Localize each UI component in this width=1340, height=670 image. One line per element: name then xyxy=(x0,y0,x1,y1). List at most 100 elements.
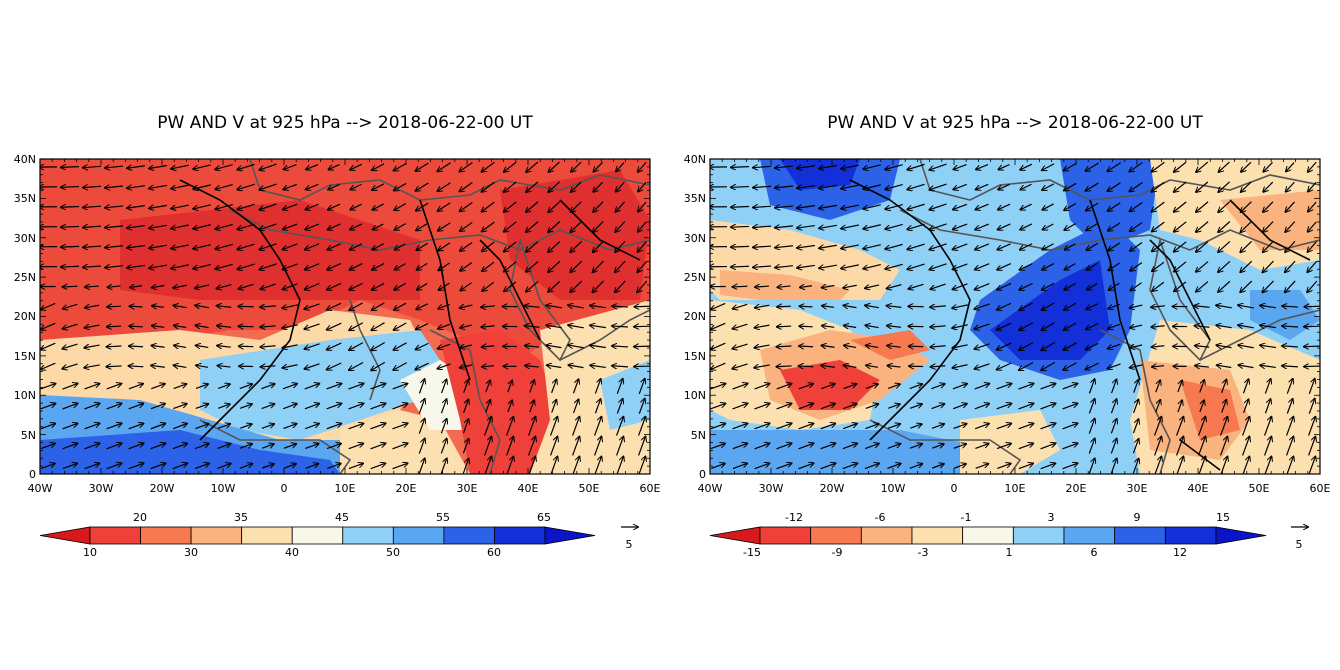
left-wind-arrow xyxy=(459,161,473,171)
left-wind-arrow xyxy=(174,305,187,307)
left-cb-top-label: 45 xyxy=(335,511,349,524)
right-wind-arrow xyxy=(997,342,1012,350)
left-wind-arrow xyxy=(418,458,424,474)
right-wind-arrow xyxy=(710,444,725,450)
right-wind-arrow xyxy=(929,163,947,170)
right-wind-arrow xyxy=(907,243,925,249)
left-wind-arrow xyxy=(105,266,124,268)
left-colorbar-segment xyxy=(291,526,344,545)
right-wind-arrow xyxy=(775,226,794,228)
left-wind-arrow xyxy=(524,306,540,308)
right-wind-arrow xyxy=(1218,181,1231,192)
left-wind-arrow xyxy=(128,463,143,470)
left-wind-arrow xyxy=(283,444,296,449)
left-wind-arrow xyxy=(84,403,99,410)
left-wind-arrow xyxy=(594,457,602,474)
right-wind-arrow xyxy=(909,404,922,409)
left-wind-arrow xyxy=(529,380,535,393)
left-wind-arrow xyxy=(171,264,189,269)
right-wind-arrow xyxy=(1263,161,1273,171)
right-wind-arrow xyxy=(865,305,879,307)
right-wind-arrow xyxy=(1240,260,1253,272)
left-wind-arrow xyxy=(370,463,386,470)
left-wind-arrow xyxy=(239,444,252,449)
right-wind-arrow xyxy=(775,266,794,268)
left-wind-arrow xyxy=(240,424,251,429)
right-wind-arrow xyxy=(777,306,791,307)
right-wind-arrow xyxy=(1064,322,1077,330)
left-wind-arrow xyxy=(105,166,124,168)
left-wind-arrow xyxy=(440,399,446,414)
left-wind-arrow xyxy=(615,260,626,272)
left-wind-arrow xyxy=(525,346,540,347)
left-panel: PW AND V at 925 hPa --> 2018-06-22-00 UT xyxy=(14,113,661,559)
left-wind-arrow xyxy=(171,204,189,209)
right-wind-arrow xyxy=(1242,399,1249,414)
right-wind-arrow xyxy=(710,384,726,390)
right-cb-top-label: -6 xyxy=(875,511,886,524)
left-wind-arrow xyxy=(370,403,385,410)
right-wind-arrow xyxy=(1285,201,1295,212)
left-wind-arrow xyxy=(526,161,539,172)
right-wind-arrow xyxy=(1196,281,1209,292)
right-wind-arrow xyxy=(1088,399,1094,414)
left-wind-arrow xyxy=(417,262,428,269)
left-wind-arrow xyxy=(282,305,298,308)
right-wind-arrow xyxy=(776,403,792,410)
left-colorbar-segment xyxy=(342,526,394,545)
left-wind-arrow xyxy=(193,184,211,189)
left-wind-arrow xyxy=(128,423,144,430)
right-wind-arrow xyxy=(1108,242,1121,251)
left-wind-arrow xyxy=(305,363,320,369)
left-wind-arrow xyxy=(460,181,473,191)
right-wind-arrow xyxy=(1263,240,1274,252)
left-wind-arrow xyxy=(41,464,54,470)
left-wind-arrow xyxy=(349,322,364,330)
right-wind-arrow xyxy=(1040,463,1056,470)
left-wind-arrow xyxy=(128,404,144,410)
left-wind-arrow xyxy=(327,464,340,470)
right-wind-arrow xyxy=(1264,399,1270,414)
right-wind-arrow xyxy=(1308,437,1316,456)
right-wind-arrow xyxy=(1196,221,1209,232)
left-wind-arrow xyxy=(128,443,144,450)
right-wind-arrow xyxy=(1086,303,1099,310)
right-wind-arrow xyxy=(755,305,770,308)
left-wind-arrow xyxy=(305,223,320,230)
right-wind-arrow xyxy=(753,246,772,247)
left-wind-arrow xyxy=(568,325,584,328)
right-wind-arrow xyxy=(1264,379,1270,394)
left-cb-top-label: 35 xyxy=(234,511,248,524)
right-wind-arrow xyxy=(775,186,794,188)
right-wind-arrow xyxy=(1086,242,1098,250)
left-wind-arrow xyxy=(482,221,495,231)
right-wind-arrow xyxy=(1041,361,1056,370)
left-wind-arrow xyxy=(526,201,539,212)
right-wind-arrow xyxy=(1238,325,1254,328)
left-wind-arrow xyxy=(528,437,536,456)
right-wind-arrow xyxy=(1286,181,1295,191)
right-wind-arrow xyxy=(1177,380,1182,393)
right-wind-arrow xyxy=(1108,323,1121,328)
left-colorbar-end-right xyxy=(544,526,596,545)
left-wind-arrow xyxy=(372,263,385,270)
left-wind-arrow xyxy=(568,345,584,348)
left-wind-arrow xyxy=(593,260,604,272)
right-wind-arrow xyxy=(800,286,813,288)
left-wind-arrow xyxy=(594,437,602,456)
right-wind-arrow xyxy=(732,384,747,390)
left-wind-arrow xyxy=(637,260,648,272)
left-wind-arrow xyxy=(372,203,384,210)
right-wind-arrow xyxy=(1110,399,1116,414)
right-ref-vector-label: 5 xyxy=(1296,538,1303,551)
left-wind-arrow xyxy=(152,326,165,328)
left-wind-arrow xyxy=(217,384,230,389)
right-wind-arrow xyxy=(975,263,990,270)
left-wind-arrow xyxy=(326,384,342,390)
right-wind-arrow xyxy=(1282,346,1299,347)
left-wind-arrow xyxy=(506,417,514,436)
right-lon-label: 50E xyxy=(1249,482,1270,495)
right-wind-arrow xyxy=(844,325,857,327)
right-wind-arrow xyxy=(1199,400,1204,413)
left-wind-arrow xyxy=(261,384,274,390)
